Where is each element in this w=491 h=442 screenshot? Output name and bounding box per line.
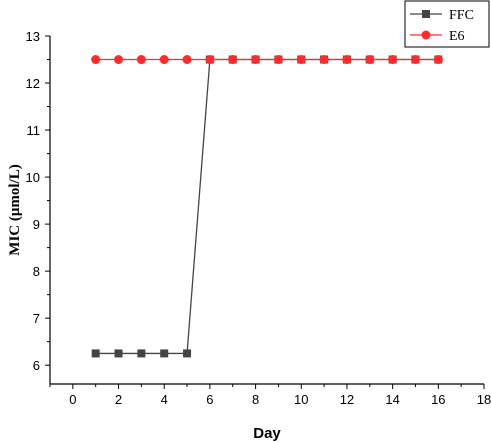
y-tick-label: 9 <box>33 217 40 232</box>
y-tick-label: 11 <box>27 123 41 138</box>
x-tick-label: 18 <box>477 392 491 407</box>
data-point-e6 <box>114 55 124 65</box>
data-point-e6 <box>205 55 215 65</box>
x-tick-label: 8 <box>252 392 259 407</box>
data-point-e6 <box>388 55 398 65</box>
legend-marker <box>421 30 431 40</box>
y-tick-label: 13 <box>26 29 40 44</box>
data-point-ffc <box>183 349 192 358</box>
x-tick-label: 0 <box>69 392 76 407</box>
axes <box>49 36 484 385</box>
series-ffc <box>91 55 443 358</box>
y-axis-title: MIC (μmol/L) <box>7 164 23 255</box>
x-tick-label: 12 <box>340 392 354 407</box>
data-point-e6 <box>433 55 443 65</box>
data-point-ffc <box>160 349 169 358</box>
legend: FFC E6 <box>404 0 490 48</box>
data-point-e6 <box>182 55 192 65</box>
series-layer <box>91 55 443 358</box>
y-tick-label: 8 <box>33 264 40 279</box>
data-point-e6 <box>136 55 146 65</box>
x-tick-label: 14 <box>385 392 399 407</box>
data-point-e6 <box>251 55 261 65</box>
legend-item-e6: E6 <box>410 29 465 44</box>
y-tick-label: 12 <box>26 76 40 91</box>
data-point-ffc <box>137 349 146 358</box>
x-tick-label: 2 <box>115 392 122 407</box>
series-e6 <box>91 55 443 65</box>
data-point-ffc <box>91 349 100 358</box>
x-axis-title: Day <box>253 425 281 442</box>
data-point-ffc <box>114 349 123 358</box>
y-ticks: 6 7 8 9 10 11 12 13 <box>26 29 50 373</box>
legend-marker <box>422 10 430 18</box>
y-tick-label: 10 <box>26 170 40 185</box>
series-line-ffc <box>95 58 439 355</box>
data-point-e6 <box>410 55 420 65</box>
x-tick-label: 16 <box>431 392 445 407</box>
data-point-e6 <box>159 55 169 65</box>
data-point-e6 <box>342 55 352 65</box>
data-point-e6 <box>273 55 283 65</box>
data-point-e6 <box>228 55 238 65</box>
data-point-e6 <box>365 55 375 65</box>
x-tick-label: 10 <box>294 392 308 407</box>
y-tick-label: 7 <box>33 311 40 326</box>
y-tick-label: 6 <box>33 358 40 373</box>
x-tick-label: 4 <box>161 392 168 407</box>
legend-frame <box>404 0 490 48</box>
x-ticks: 0 2 4 6 8 10 12 14 16 18 <box>49 384 491 407</box>
data-point-e6 <box>296 55 306 65</box>
legend-label: E6 <box>449 29 465 44</box>
legend-label: FFC <box>449 8 474 23</box>
x-tick-label: 6 <box>206 392 213 407</box>
data-point-e6 <box>91 55 101 65</box>
legend-item-ffc: FFC <box>410 8 474 23</box>
data-point-e6 <box>319 55 329 65</box>
